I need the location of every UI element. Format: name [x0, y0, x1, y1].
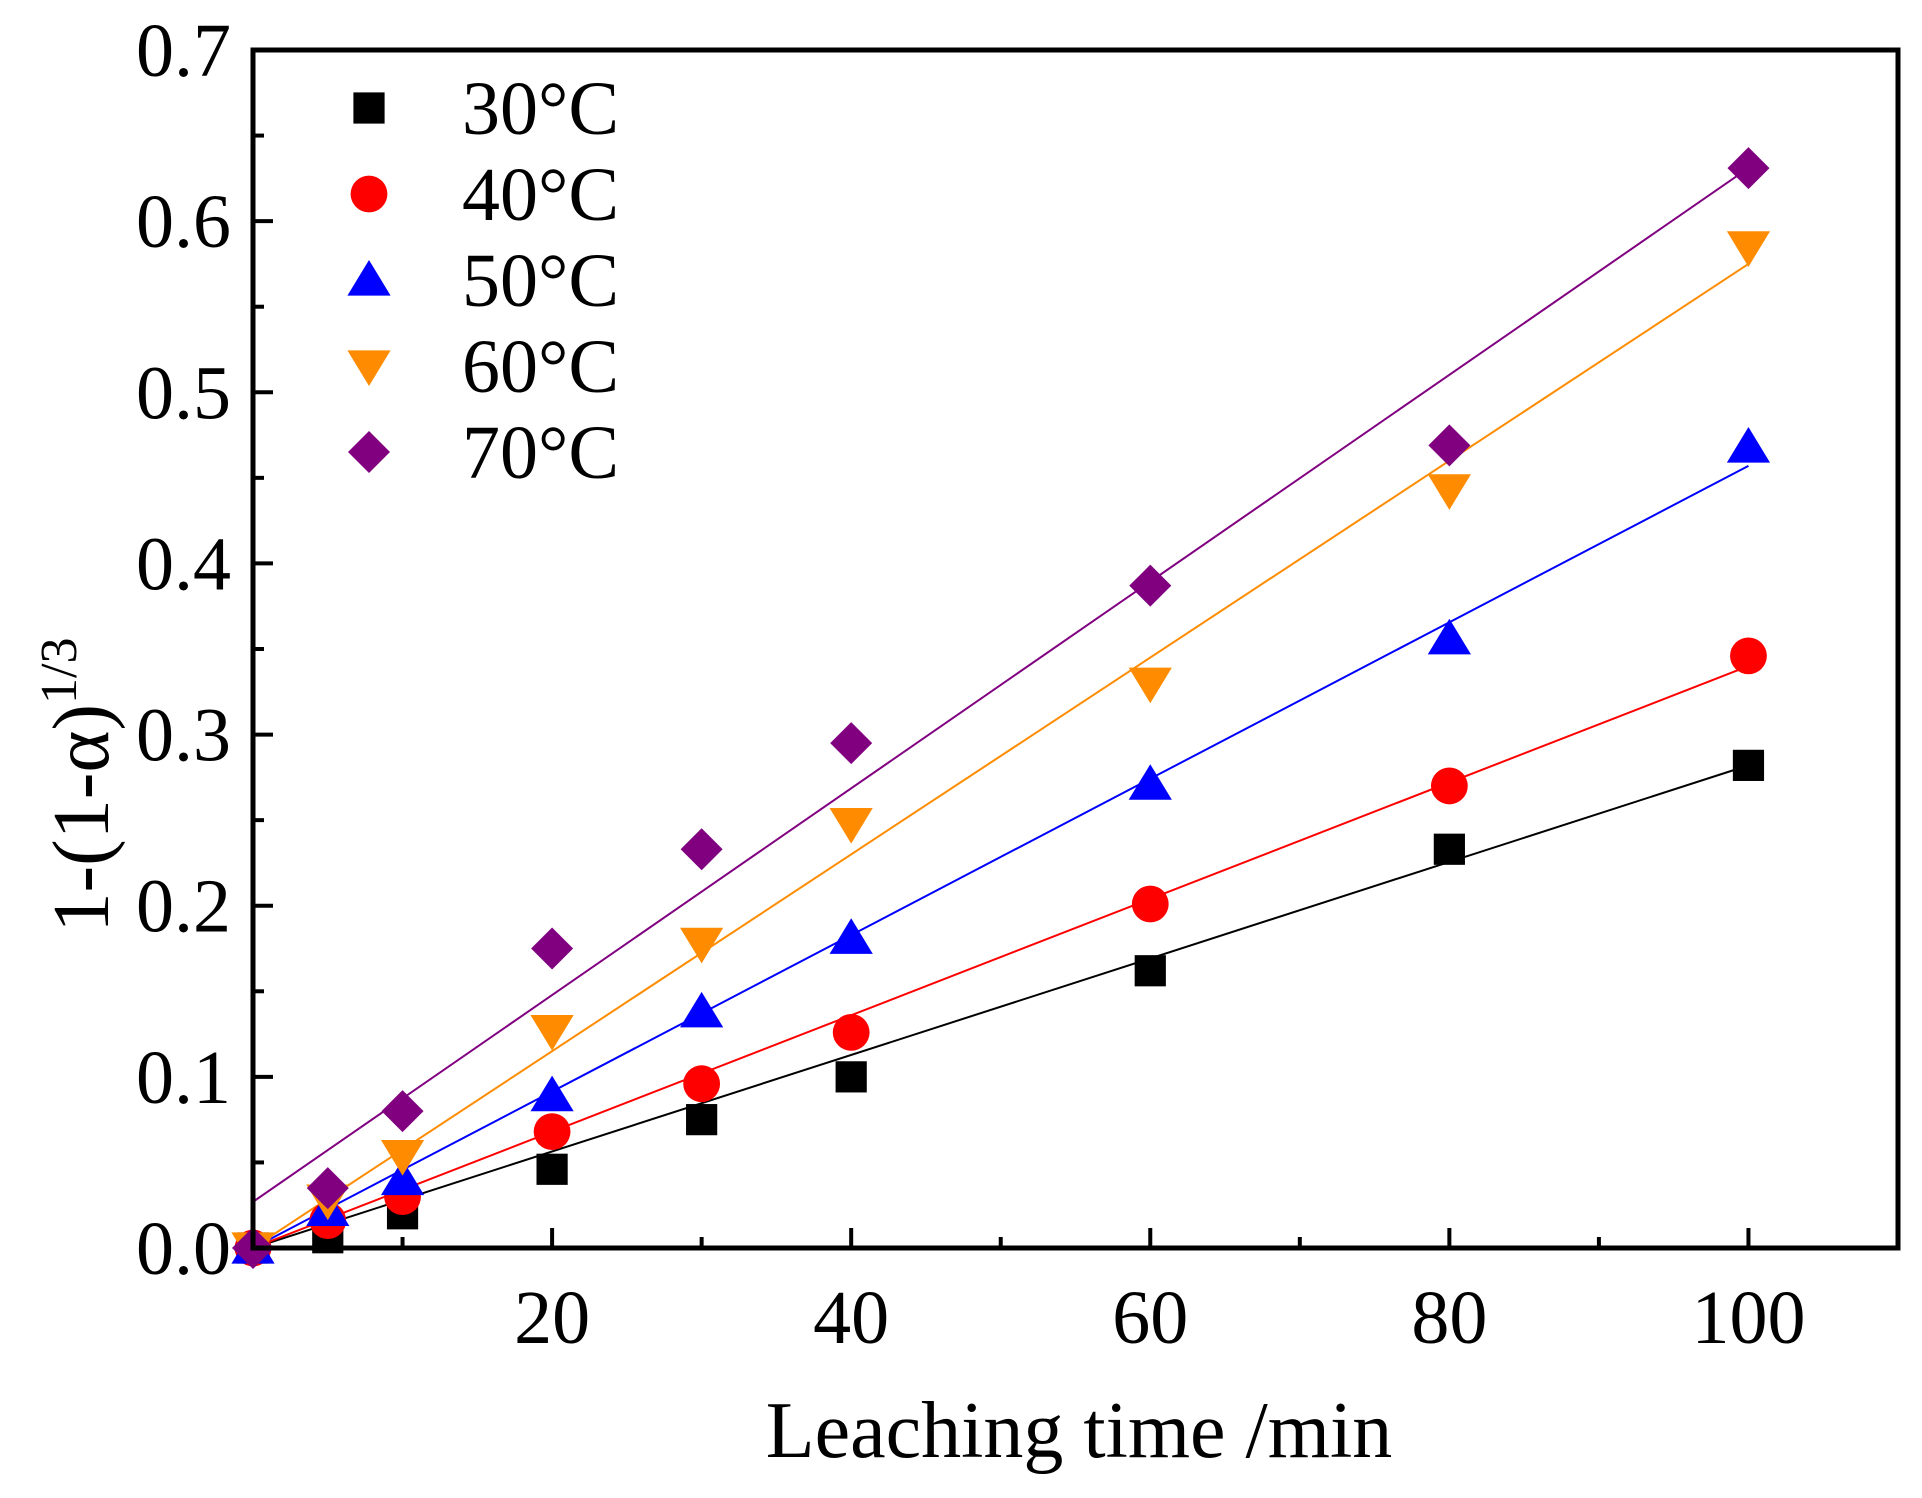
data-point-s4-5 — [680, 927, 724, 964]
legend-marker-3 — [347, 260, 391, 296]
data-point-s3-5 — [680, 991, 724, 1028]
data-point-s4-7 — [1128, 667, 1172, 704]
data-point-s1-8 — [1433, 833, 1465, 865]
data-point-s4-4 — [530, 1015, 574, 1051]
y-tick-label-6: 0.5 — [136, 351, 231, 435]
x-tick-label-3: 60 — [1112, 1276, 1188, 1360]
data-point-s1-9 — [1732, 749, 1765, 781]
y-tick-label-7: 0.6 — [136, 180, 231, 264]
data-point-s1-5 — [686, 1104, 718, 1136]
fit-lines — [252, 167, 1750, 1249]
data-point-s1-6 — [835, 1061, 867, 1093]
legend: 30°C40°C50°C60°C70°C — [347, 67, 619, 495]
data-point-s5-4 — [531, 927, 574, 970]
x-tick-label-5: 100 — [1691, 1276, 1805, 1360]
data-point-s5-5 — [680, 828, 723, 871]
data-point-s5-8 — [1428, 424, 1471, 467]
x-tick-label-4: 80 — [1411, 1276, 1487, 1360]
fit-line-3 — [252, 464, 1749, 1249]
data-point-s1-4 — [536, 1153, 568, 1185]
y-tick-label-4: 0.3 — [136, 694, 231, 778]
legend-marker-5 — [348, 431, 390, 473]
legend-marker-2 — [350, 175, 388, 213]
data-point-s3-7 — [1128, 764, 1172, 800]
data-point-s2-6 — [832, 1013, 870, 1051]
x-axis-label: Leaching time /min — [766, 1387, 1392, 1475]
data-point-s3-3 — [380, 1159, 425, 1196]
legend-label-5: 70°C — [462, 411, 619, 495]
data-point-s2-8 — [1430, 767, 1468, 805]
data-point-s4-6 — [829, 807, 873, 844]
legend-label-1: 30°C — [462, 67, 619, 151]
data-point-s2-4 — [533, 1113, 571, 1151]
x-tick-label-1: 20 — [514, 1276, 590, 1360]
y-tick-label-8: 0.7 — [136, 9, 231, 93]
data-point-s4-9 — [1726, 231, 1771, 267]
data-point-s2-5 — [683, 1065, 721, 1103]
data-point-s4-3 — [380, 1139, 425, 1176]
data-point-s3-4 — [530, 1075, 574, 1112]
data-point-s5-6 — [830, 722, 873, 765]
legend-label-4: 60°C — [462, 325, 619, 409]
y-axis-label-superscript: 1/3 — [31, 638, 88, 704]
data-point-s4-8 — [1427, 474, 1471, 510]
data-point-s5-7 — [1129, 564, 1172, 607]
y-axis-label: 1-(1-α)1/3 — [31, 638, 126, 933]
data-point-s5-9 — [1727, 147, 1770, 190]
data-point-s5-2 — [306, 1167, 349, 1210]
legend-marker-1 — [353, 92, 385, 124]
axes: 0.0 0.1 0.2 0.3 0.4 0.5 0.6 0.7 20 40 60 80 100 — [136, 9, 1901, 1360]
y-axis-label-main: 1-(1-α) — [38, 704, 126, 932]
y-tick-label-2: 0.1 — [136, 1036, 231, 1120]
data-point-s3-6 — [829, 918, 873, 954]
y-tick-label-3: 0.2 — [136, 865, 231, 949]
legend-label-3: 50°C — [462, 239, 619, 323]
data-point-s1-7 — [1134, 955, 1166, 987]
fit-line-4 — [252, 263, 1750, 1249]
data-point-s3-8 — [1427, 618, 1471, 655]
legend-marker-4 — [347, 350, 391, 386]
legend-label-2: 40°C — [462, 153, 619, 237]
data-point-s2-9 — [1730, 637, 1767, 675]
data-points — [231, 147, 1771, 1269]
data-point-s3-9 — [1726, 427, 1771, 463]
data-point-s5-3 — [381, 1090, 424, 1133]
fit-line-2 — [252, 665, 1749, 1249]
y-tick-label-5: 0.4 — [136, 522, 231, 606]
data-point-s2-7 — [1131, 885, 1169, 923]
y-tick-label-1: 0.0 — [136, 1207, 231, 1291]
fit-line-5 — [252, 167, 1750, 1203]
fit-line-1 — [252, 764, 1749, 1249]
x-tick-label-2: 40 — [813, 1276, 889, 1360]
